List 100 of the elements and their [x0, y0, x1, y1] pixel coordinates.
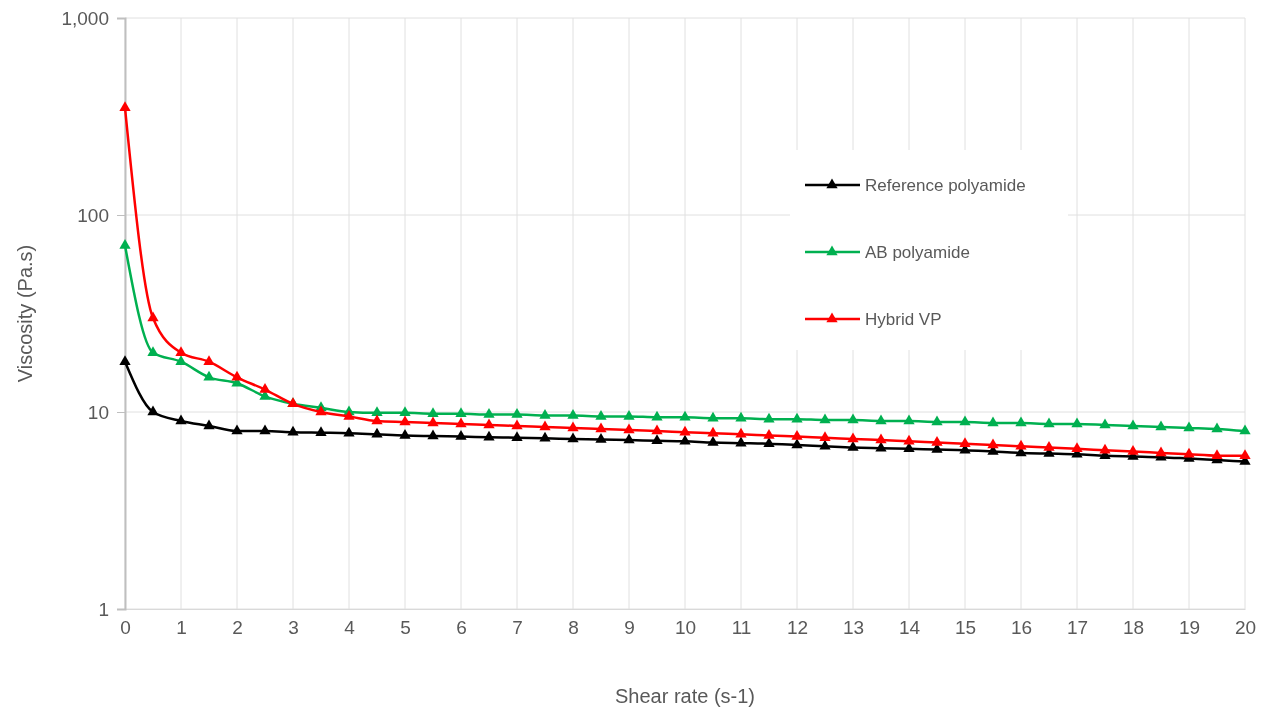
point — [763, 428, 775, 439]
point — [847, 413, 859, 424]
legend-label: AB polyamide — [865, 243, 970, 262]
point — [539, 408, 551, 419]
point — [595, 409, 607, 420]
x-tick-label: 10 — [674, 617, 697, 639]
point — [455, 417, 467, 428]
point — [791, 430, 803, 440]
point — [1155, 420, 1167, 431]
point — [371, 406, 383, 417]
point — [259, 383, 271, 393]
x-tick-label: 20 — [1234, 617, 1257, 639]
point — [1211, 449, 1223, 459]
point — [1239, 449, 1251, 459]
point — [119, 101, 131, 112]
point — [119, 239, 131, 249]
point — [791, 438, 803, 449]
point — [1155, 446, 1167, 457]
y-tick-label: 1,000 — [61, 7, 109, 29]
point — [1043, 417, 1055, 428]
point — [791, 412, 803, 423]
point — [371, 414, 383, 425]
point — [763, 437, 775, 447]
point — [567, 408, 579, 419]
point — [623, 433, 635, 444]
x-tick-label: 12 — [786, 617, 809, 639]
point — [343, 409, 355, 420]
point — [679, 410, 691, 421]
point — [511, 408, 523, 418]
x-tick-label: 16 — [1010, 617, 1033, 639]
point — [707, 436, 719, 446]
point — [147, 405, 159, 416]
point — [1127, 445, 1139, 455]
point — [959, 437, 971, 447]
point — [399, 406, 411, 417]
point — [455, 430, 467, 440]
point — [903, 414, 915, 425]
point — [931, 436, 943, 446]
point — [1239, 424, 1251, 435]
point — [1183, 447, 1195, 458]
x-tick-label: 4 — [344, 617, 356, 639]
point — [735, 427, 747, 438]
point — [1127, 419, 1139, 430]
x-tick-label: 19 — [1178, 617, 1201, 639]
point — [1071, 417, 1083, 428]
point — [595, 433, 607, 443]
point — [1183, 421, 1195, 432]
x-tick-label: 1 — [176, 617, 187, 639]
point — [875, 433, 887, 444]
x-tick-label: 3 — [288, 617, 299, 639]
point — [679, 434, 691, 445]
point — [735, 436, 747, 447]
x-tick-label: 14 — [898, 617, 921, 639]
x-tick-label: 5 — [400, 617, 411, 639]
point — [567, 421, 579, 432]
point — [259, 424, 271, 435]
point — [399, 428, 411, 439]
point — [1015, 439, 1027, 450]
point — [707, 426, 719, 437]
x-tick-label: 7 — [512, 617, 523, 639]
point — [203, 419, 215, 430]
y-tick-label: 1 — [98, 598, 109, 620]
x-axis-title: Shear rate (s-1) — [614, 685, 756, 707]
point — [175, 414, 187, 425]
point — [427, 429, 439, 440]
legend-label: Hybrid VP — [865, 310, 942, 329]
point — [595, 422, 607, 433]
point — [119, 355, 131, 365]
point — [147, 346, 159, 356]
point — [203, 355, 215, 365]
x-tick-label: 11 — [731, 617, 752, 639]
point — [231, 370, 243, 381]
x-tick-label: 6 — [456, 617, 467, 639]
x-tick-label: 9 — [624, 617, 635, 639]
point — [679, 425, 691, 436]
point — [959, 415, 971, 426]
point — [763, 412, 775, 423]
point — [819, 431, 831, 442]
point — [455, 407, 467, 417]
point — [847, 441, 859, 451]
point — [651, 434, 663, 444]
point — [399, 415, 411, 426]
point — [315, 426, 327, 436]
point — [483, 408, 495, 418]
x-tick-label: 0 — [120, 617, 131, 639]
y-tick-label: 100 — [77, 204, 109, 226]
y-axis-title: Viscosity (Pa.s) — [14, 244, 36, 383]
point — [483, 418, 495, 429]
x-tick-label: 13 — [842, 617, 865, 639]
point — [623, 409, 635, 420]
point — [539, 431, 551, 442]
point — [651, 424, 663, 435]
point — [511, 419, 523, 430]
point — [511, 431, 523, 442]
point — [1099, 418, 1111, 429]
x-tick-label: 15 — [954, 617, 977, 639]
point — [371, 427, 383, 438]
point — [203, 370, 215, 381]
x-tick-label: 2 — [232, 617, 243, 639]
point — [175, 355, 187, 365]
